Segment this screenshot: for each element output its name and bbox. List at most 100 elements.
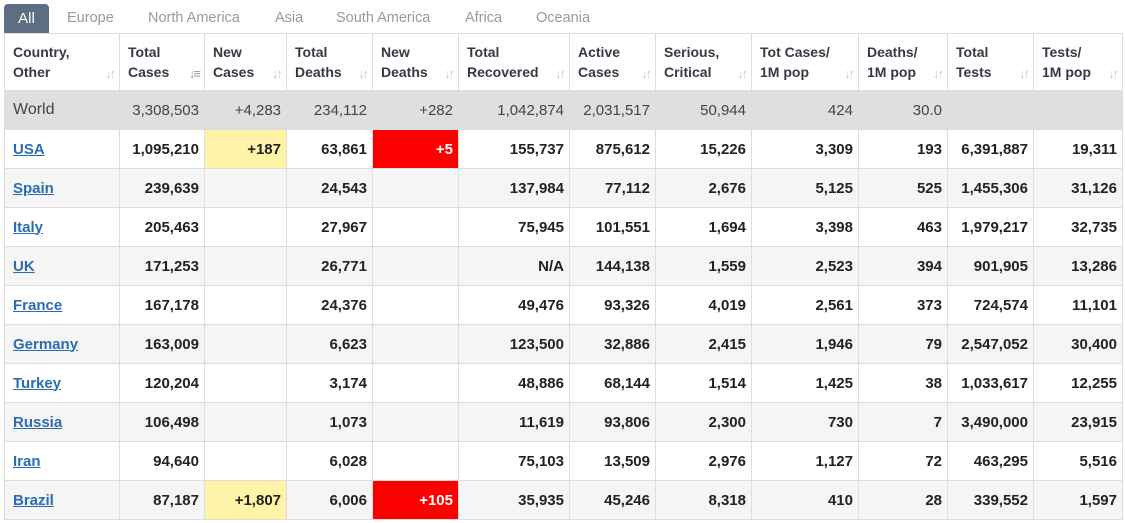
cell-total-recovered: 75,103 <box>458 441 570 481</box>
cell-tot-cases-per-1m: 5,125 <box>751 168 859 208</box>
column-header-tests-per-1m[interactable]: Tests/1M pop ↓↑ <box>1033 33 1123 91</box>
tab-asia[interactable]: Asia <box>275 10 304 26</box>
column-header-label: Total <box>956 44 989 60</box>
country-link[interactable]: Spain <box>13 179 54 197</box>
country-link[interactable]: Italy <box>13 218 44 236</box>
sort-arrows-icon[interactable]: ↓↑ <box>641 66 652 81</box>
cell-total-cases: 239,639 <box>119 168 205 208</box>
cell-active-cases: 45,246 <box>569 480 656 520</box>
country-row: Germany 163,009 6,623 123,500 32,886 2,415 1,9… <box>4 324 1123 364</box>
sort-arrows-icon[interactable]: ↓↑ <box>105 66 116 81</box>
sort-arrows-icon[interactable]: ↓↑ <box>1019 66 1030 81</box>
cell-new-cases <box>204 324 287 364</box>
cell-new-deaths <box>372 246 459 286</box>
column-header-total-recovered[interactable]: Total Recovered ↓↑ <box>458 33 570 91</box>
sort-active-icon[interactable]: ↓≡ <box>188 66 201 81</box>
cell-total-cases: 171,253 <box>119 246 205 286</box>
column-header-new-cases[interactable]: New Cases ↓↑ <box>204 33 287 91</box>
country-row: Spain 239,639 24,543 137,984 77,112 2,676 5,12… <box>4 168 1123 208</box>
cell-total-deaths: 6,006 <box>286 480 373 520</box>
cell-deaths-per-1m: 463 <box>858 207 948 247</box>
country-link[interactable]: UK <box>13 257 35 275</box>
country-link[interactable]: Russia <box>13 413 63 431</box>
country-link[interactable]: Germany <box>13 335 79 353</box>
column-header-active-cases[interactable]: Active Cases ↓↑ <box>569 33 656 91</box>
column-header-label: Tests/ <box>1042 44 1082 60</box>
cell-deaths-per-1m: 7 <box>858 402 948 442</box>
column-header-tot-cases-per-1m[interactable]: Tot Cases/1M pop ↓↑ <box>751 33 859 91</box>
column-header-new-deaths[interactable]: New Deaths ↓↑ <box>372 33 459 91</box>
cell-country: UK <box>4 246 120 286</box>
cell-total-cases: 94,640 <box>119 441 205 481</box>
sort-arrows-icon[interactable]: ↓↑ <box>272 66 283 81</box>
tab-south-america[interactable]: South America <box>336 10 431 26</box>
tab-europe[interactable]: Europe <box>67 10 114 26</box>
column-header-label: Other <box>13 64 51 80</box>
column-header-label: Recovered <box>467 64 539 80</box>
cell-tests-per-1m: 32,735 <box>1033 207 1123 247</box>
column-header-total-deaths[interactable]: Total Deaths ↓↑ <box>286 33 373 91</box>
cell-total-cases: 1,095,210 <box>119 129 205 169</box>
cell-total-tests: 1,033,617 <box>947 363 1034 403</box>
tab-all[interactable]: All <box>4 4 49 35</box>
country-link[interactable]: France <box>13 296 63 314</box>
cell-serious-critical: 1,694 <box>655 207 752 247</box>
tab-africa[interactable]: Africa <box>465 10 503 26</box>
cell-total-deaths: 24,543 <box>286 168 373 208</box>
cell-total-tests <box>947 90 1034 130</box>
cell-country: USA <box>4 129 120 169</box>
column-header-serious-critical[interactable]: Serious, Critical ↓↑ <box>655 33 752 91</box>
sort-arrows-icon[interactable]: ↓↑ <box>358 66 369 81</box>
column-header-label: Deaths <box>295 64 342 80</box>
cell-serious-critical: 8,318 <box>655 480 752 520</box>
column-header-label: Cases <box>128 64 170 80</box>
column-header-label: Total <box>295 44 328 60</box>
sort-arrows-icon[interactable]: ↓↑ <box>444 66 455 81</box>
cell-deaths-per-1m: 394 <box>858 246 948 286</box>
cell-tot-cases-per-1m: 2,561 <box>751 285 859 325</box>
cell-active-cases: 93,326 <box>569 285 656 325</box>
cell-new-deaths <box>372 207 459 247</box>
column-header-total-tests[interactable]: Total Tests ↓↑ <box>947 33 1034 91</box>
cell-deaths-per-1m: 28 <box>858 480 948 520</box>
sort-arrows-icon[interactable]: ↓↑ <box>844 66 855 81</box>
column-header-country[interactable]: Country, Other ↓↑ <box>4 33 120 91</box>
country-link[interactable]: Iran <box>13 452 41 470</box>
cell-total-deaths: 27,967 <box>286 207 373 247</box>
tab-oceania[interactable]: Oceania <box>536 10 591 26</box>
cell-new-deaths: +105 <box>372 480 459 520</box>
country-link[interactable]: USA <box>13 140 45 158</box>
sort-arrows-icon[interactable]: ↓↑ <box>555 66 566 81</box>
cell-tests-per-1m: 13,286 <box>1033 246 1123 286</box>
cell-total-tests: 901,905 <box>947 246 1034 286</box>
cell-active-cases: 2,031,517 <box>569 90 656 130</box>
cell-new-deaths <box>372 324 459 364</box>
country-link[interactable]: Brazil <box>13 491 54 509</box>
country-row: Brazil 87,187 +1,807 6,006 +105 35,935 45,246 8… <box>4 480 1123 520</box>
sort-arrows-icon[interactable]: ↓↑ <box>737 66 748 81</box>
column-header-total-cases[interactable]: Total Cases ↓≡ <box>119 33 205 91</box>
cell-country: France <box>4 285 120 325</box>
sort-arrows-icon[interactable]: ↓↑ <box>933 66 944 81</box>
cell-total-cases: 167,178 <box>119 285 205 325</box>
cell-tests-per-1m: 19,311 <box>1033 129 1123 169</box>
cell-tests-per-1m: 5,516 <box>1033 441 1123 481</box>
cell-tot-cases-per-1m: 424 <box>751 90 859 130</box>
covid-table: Country, Other ↓↑ Total Cases ↓≡ New Cases ↓↑ Tot… <box>4 33 1123 520</box>
column-header-deaths-per-1m[interactable]: Deaths/1M pop ↓↑ <box>858 33 948 91</box>
country-link[interactable]: Turkey <box>13 374 62 392</box>
cell-total-recovered: 155,737 <box>458 129 570 169</box>
cell-total-cases: 163,009 <box>119 324 205 364</box>
cell-total-tests: 339,552 <box>947 480 1034 520</box>
cell-country: Turkey <box>4 363 120 403</box>
cell-deaths-per-1m: 72 <box>858 441 948 481</box>
cell-new-cases <box>204 285 287 325</box>
cell-country: Iran <box>4 441 120 481</box>
tab-north-america[interactable]: North America <box>148 10 240 26</box>
cell-tot-cases-per-1m: 3,309 <box>751 129 859 169</box>
sort-arrows-icon[interactable]: ↓↑ <box>1108 66 1119 81</box>
cell-total-deaths: 6,028 <box>286 441 373 481</box>
cell-country: World <box>4 90 120 130</box>
column-header-label: Cases <box>213 64 255 80</box>
cell-total-recovered: 11,619 <box>458 402 570 442</box>
